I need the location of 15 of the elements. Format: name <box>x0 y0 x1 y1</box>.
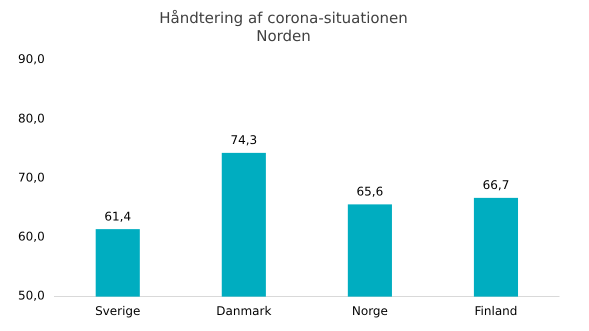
data-label: 65,6 <box>356 184 384 198</box>
data-label: 61,4 <box>104 209 132 224</box>
x-tick-label: Sverige <box>95 304 140 318</box>
chart-title: Håndtering af corona-situationen <box>159 8 408 27</box>
x-tick-label: Norge <box>352 304 388 318</box>
y-tick-label: 70,0 <box>18 170 45 184</box>
data-label: 66,7 <box>482 178 510 192</box>
x-tick-label: Danmark <box>216 304 272 318</box>
y-tick-label: 80,0 <box>18 111 45 126</box>
x-tick-label: Finland <box>474 304 518 318</box>
chart-subtitle: Norden <box>256 26 311 45</box>
y-tick-label: 90,0 <box>18 52 45 66</box>
data-label: 74,3 <box>230 132 258 147</box>
y-tick-label: 50,0 <box>18 288 45 303</box>
y-tick-label: 60,0 <box>18 230 45 244</box>
